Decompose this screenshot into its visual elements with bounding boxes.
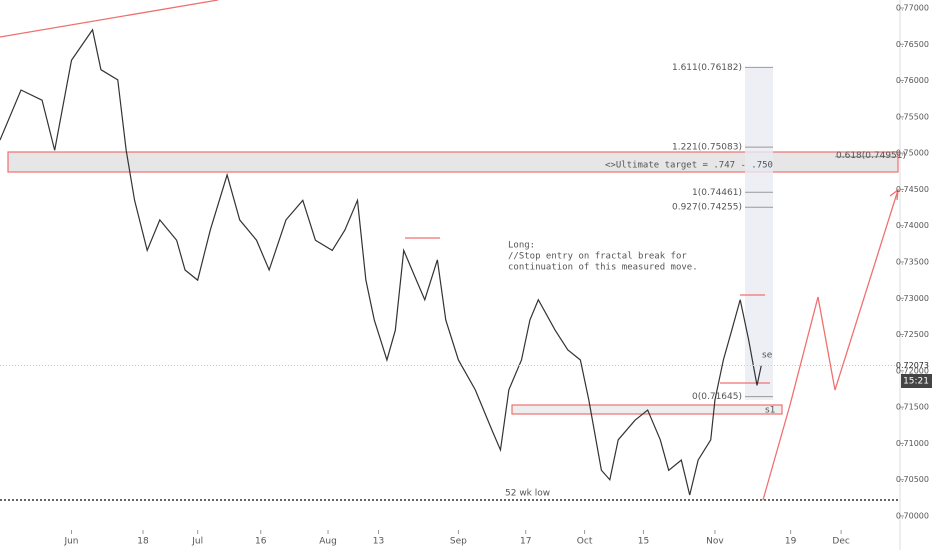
support-zone — [511, 404, 783, 415]
target-zone — [7, 151, 899, 173]
trend-line — [0, 0, 219, 38]
y-tick-label: 0.70500 — [896, 475, 929, 484]
price-line — [0, 28, 762, 496]
x-tick-label: 17 — [520, 537, 531, 547]
x-tick-label: Oct — [577, 537, 593, 547]
x-tick-label: 18 — [137, 537, 149, 547]
long-note: Long: — [508, 241, 535, 251]
x-tick-label: 15 — [638, 537, 649, 547]
fib-label: 1.611(0.76182) — [672, 63, 742, 73]
y-tick-label: 0.77000 — [896, 4, 929, 13]
x-tick-label: 16 — [255, 537, 267, 547]
countdown-box — [901, 374, 932, 388]
y-tick-label: 0.72000 — [896, 366, 929, 375]
y-tick-label: 0.73500 — [896, 258, 929, 267]
y-tick-label: 0.75500 — [896, 112, 929, 121]
y-tick-label: 0.74500 — [896, 185, 929, 194]
x-tick-label: Nov — [706, 537, 724, 547]
target-note: <>Ultimate target = .747 - .750 — [605, 161, 773, 171]
y-tick-label: 0.74000 — [896, 221, 929, 230]
last-price-label: 0.72073 — [896, 361, 929, 370]
projection-path — [762, 189, 899, 501]
y-tick-label: 0.71500 — [896, 403, 929, 412]
y-tick-label: 0.73000 — [896, 294, 929, 303]
countdown: 15:21 — [903, 377, 929, 387]
x-tick-label: Aug — [319, 537, 337, 547]
long-note: //Stop entry on fractal break for — [508, 252, 687, 262]
fib-label: 0.618(0.74951) — [836, 151, 906, 161]
y-tick-label: 0.75000 — [896, 149, 929, 158]
y-tick-label: 0.76000 — [896, 76, 929, 85]
x-tick-label: Jun — [63, 537, 78, 547]
x-tick-label: Dec — [832, 537, 849, 547]
y-tick-label: 0.72500 — [896, 330, 929, 339]
fib-label: 1(0.74461) — [692, 188, 742, 198]
x-tick-label: Jul — [191, 537, 203, 547]
x-tick-label: 19 — [785, 537, 797, 547]
y-tick-label: 0.71000 — [896, 439, 929, 448]
y-tick-label: 0.76500 — [896, 40, 929, 49]
x-tick-label: 13 — [373, 537, 384, 547]
y-tick-label: 0.70000 — [896, 512, 929, 521]
low-note: 52 wk low — [505, 489, 550, 499]
x-tick-label: Sep — [450, 537, 467, 547]
fib-label: 0(0.71645) — [692, 392, 742, 402]
se-note: se — [762, 351, 773, 361]
fib-label: 0.927(0.74255) — [672, 203, 742, 213]
long-note: continuation of this measured move. — [508, 263, 698, 273]
s1-note: s1 — [765, 406, 775, 416]
fib-label: 1.221(0.75083) — [672, 143, 742, 153]
projection-arrow — [889, 188, 899, 201]
